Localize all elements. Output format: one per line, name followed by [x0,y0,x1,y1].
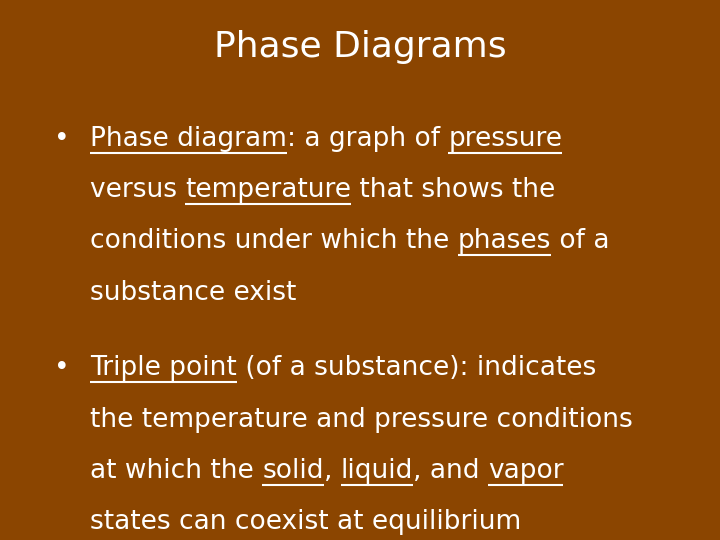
Text: liquid: liquid [341,458,413,484]
Text: of a: of a [551,228,610,254]
Text: conditions under which the: conditions under which the [90,228,458,254]
Text: versus: versus [90,177,185,203]
Text: substance exist: substance exist [90,280,297,306]
Text: , and: , and [413,458,487,484]
Text: that shows the: that shows the [351,177,556,203]
Text: at which the: at which the [90,458,262,484]
Text: : a graph of: : a graph of [287,126,449,152]
Text: Phase diagram: Phase diagram [90,126,287,152]
Text: •: • [54,126,70,152]
Text: Phase Diagrams: Phase Diagrams [214,30,506,64]
Text: states can coexist at equilibrium: states can coexist at equilibrium [90,509,521,535]
Text: temperature: temperature [185,177,351,203]
Text: Triple point: Triple point [90,355,237,381]
Text: phases: phases [458,228,551,254]
Text: ,: , [323,458,341,484]
Text: solid: solid [262,458,323,484]
Text: the temperature and pressure conditions: the temperature and pressure conditions [90,407,633,433]
Text: (of a substance): indicates: (of a substance): indicates [237,355,596,381]
Text: •: • [54,355,70,381]
Text: vapor: vapor [487,458,563,484]
Text: pressure: pressure [449,126,562,152]
